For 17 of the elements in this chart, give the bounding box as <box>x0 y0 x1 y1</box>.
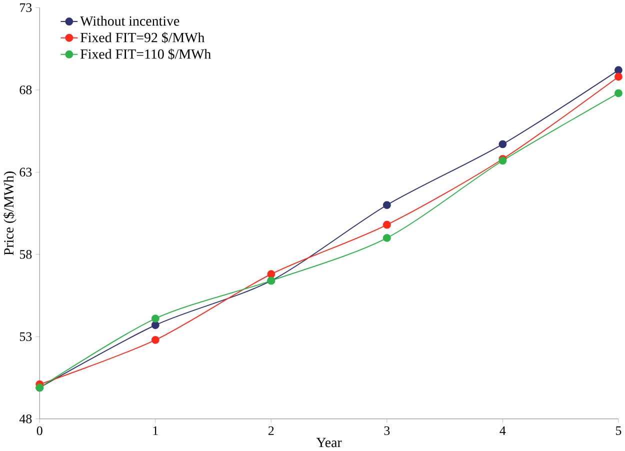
y-tick-label: 58 <box>20 250 32 259</box>
y-tick-label: 68 <box>20 86 32 95</box>
x-axis-title: Year <box>316 438 342 448</box>
y-tick-label: 48 <box>19 414 32 424</box>
y-tick-label: 73 <box>20 4 32 12</box>
y-axis-title: Price ($/MWh) <box>3 172 16 256</box>
y-tick-label: 63 <box>20 168 32 177</box>
legend-label: Fixed FIT=92 $/MWh <box>80 32 205 44</box>
legend-label: Fixed FIT=110 $/MWh <box>80 48 211 60</box>
x-tick-label: 2 <box>268 426 274 436</box>
y-tick-label: 53 <box>20 332 32 342</box>
x-tick-label: 3 <box>384 426 390 436</box>
legend-label: Without incentive <box>80 16 180 26</box>
x-tick-label: 4 <box>500 426 506 436</box>
x-tick-label: 5 <box>616 426 622 436</box>
x-tick-label: 1 <box>153 426 158 436</box>
x-tick-label: 0 <box>36 426 42 436</box>
